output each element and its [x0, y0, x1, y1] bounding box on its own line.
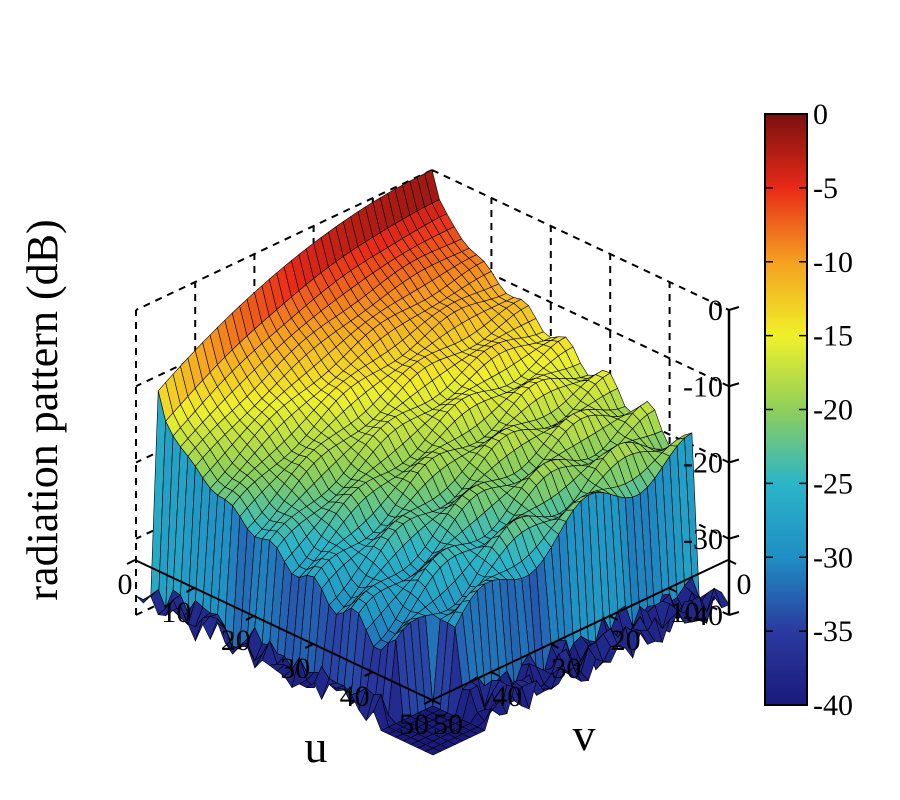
colorbar-tick-label: -25 — [813, 467, 853, 500]
z-tick-mark — [729, 460, 739, 463]
surface-mesh — [136, 170, 729, 755]
z-tick-label: -10 — [683, 370, 723, 403]
colorbar: 0 -5 -10 -15 -20 -25 -30 -35 -40 — [765, 98, 853, 722]
v-tick-label: 30 — [551, 652, 581, 685]
colorbar-tick-label: -30 — [813, 541, 853, 574]
colorbar-tick-label: -20 — [813, 394, 853, 427]
u-tick-label: 40 — [340, 680, 370, 713]
u-axis-label: u — [305, 721, 328, 772]
v-tick-label: 10 — [670, 596, 700, 629]
v-tick-label: 50 — [433, 708, 463, 741]
v-tick-label: 40 — [492, 680, 522, 713]
z-tick-mark — [729, 612, 739, 615]
u-tick-label: 30 — [280, 652, 310, 685]
u-tick-label: 0 — [118, 568, 133, 601]
colorbar-tick-label: 0 — [813, 98, 828, 131]
v-axis-label: v — [573, 709, 596, 760]
colorbar-tick-label: -15 — [813, 320, 853, 353]
u-tick-label: 10 — [161, 596, 191, 629]
z-tick-mark — [729, 536, 739, 539]
z-axis-label: radiation pattern (dB) — [18, 219, 67, 600]
colorbar-tick-label: -5 — [813, 172, 838, 205]
colorbar-tick-label: -10 — [813, 246, 853, 279]
z-tick-mark — [729, 383, 739, 386]
u-tick-label: 50 — [399, 708, 429, 741]
z-tick-label: -20 — [683, 447, 723, 480]
z-tick-label: -30 — [683, 523, 723, 556]
v-tick-label: 20 — [611, 624, 641, 657]
z-tick-label: 0 — [708, 294, 723, 327]
z-tick-mark — [729, 307, 739, 310]
v-tick-label: 0 — [737, 568, 752, 601]
colorbar-tick-label: -40 — [813, 689, 853, 722]
colorbar-tick-label: -35 — [813, 615, 853, 648]
u-tick-label: 20 — [221, 624, 251, 657]
u-tick-mark — [127, 560, 135, 564]
